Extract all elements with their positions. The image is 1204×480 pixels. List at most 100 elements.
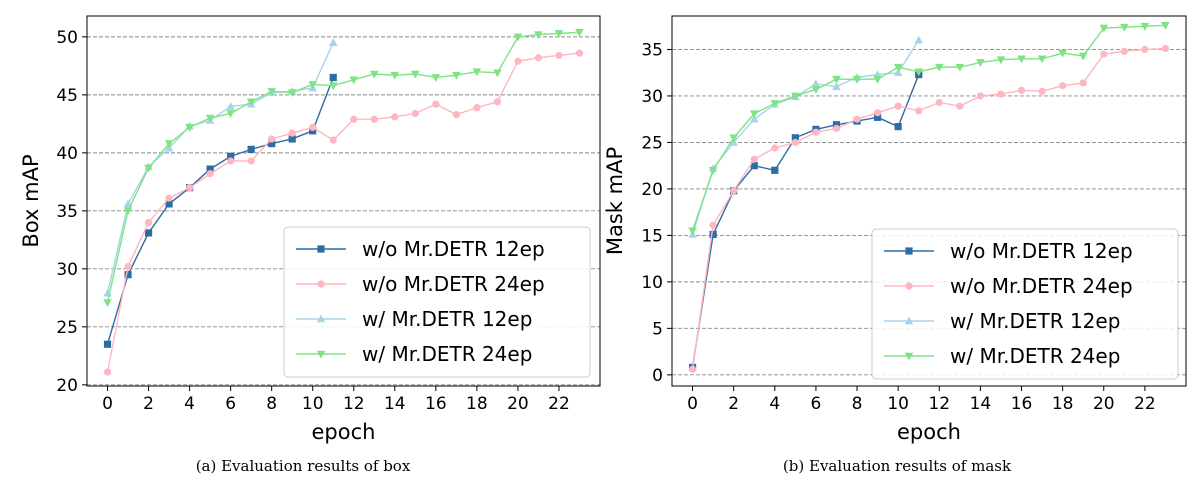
x-axis-label: epoch	[312, 420, 376, 444]
series-line	[691, 39, 920, 235]
data-point	[288, 135, 296, 143]
data-point	[1161, 21, 1170, 30]
series-line	[106, 31, 580, 303]
x-tick-label: 20	[507, 394, 529, 414]
x-tick-label: 2	[143, 394, 154, 414]
y-tick-label: 35	[641, 40, 663, 60]
data-point	[452, 71, 461, 80]
y-tick-label: 30	[56, 260, 78, 280]
data-point	[832, 75, 841, 84]
data-point	[268, 139, 276, 148]
y-tick-label: 5	[652, 319, 663, 339]
data-point	[287, 89, 297, 98]
x-tick-label: 22	[548, 394, 570, 414]
data-point	[709, 230, 717, 239]
data-point	[708, 167, 718, 175]
x-tick-label: 6	[811, 394, 822, 414]
data-point	[749, 110, 759, 119]
data-point	[411, 109, 419, 118]
data-point	[688, 365, 697, 373]
data-point	[513, 33, 523, 42]
legend-swatch-marker	[317, 280, 325, 288]
data-point	[1017, 55, 1026, 64]
x-tick-label: 10	[887, 394, 909, 414]
legend-label: w/o Mr.DETR 12ep	[362, 237, 545, 261]
data-point	[473, 104, 481, 112]
legend-box	[871, 228, 1179, 380]
caption-mask: (b) Evaluation results of mask	[783, 457, 1012, 475]
legend-box	[283, 226, 591, 378]
series-3	[688, 21, 1170, 236]
y-tick-label: 25	[641, 133, 663, 153]
data-point	[893, 68, 903, 77]
plot-frame	[671, 15, 1187, 387]
data-point	[227, 152, 235, 160]
data-point	[288, 129, 296, 137]
data-point	[812, 128, 820, 136]
mask-map-chart: 0 5 10 15 20 25 30 35 0 2 4 6 8 10 12 14 16 18 20 22 epoch Ma…	[603, 15, 1187, 444]
x-axis-label: epoch	[897, 420, 961, 444]
x-tick-label: 14	[970, 394, 992, 414]
x-tick-label: 0	[102, 394, 113, 414]
data-point	[934, 63, 944, 72]
data-point	[832, 82, 841, 90]
data-point	[976, 59, 985, 67]
legend-swatch-marker	[317, 245, 325, 253]
series-1	[688, 44, 1170, 373]
data-point	[709, 221, 717, 229]
y-tick-label: 35	[56, 202, 78, 222]
data-point	[103, 368, 112, 376]
data-point	[791, 138, 799, 147]
data-point	[350, 115, 358, 123]
legend-swatch-marker	[905, 282, 913, 290]
x-tick-label: 16	[425, 394, 447, 414]
data-point	[554, 30, 564, 38]
data-point	[329, 73, 337, 82]
legend-swatch-marker	[905, 247, 913, 255]
data-point	[894, 102, 902, 110]
data-point	[1140, 22, 1150, 31]
data-point	[534, 54, 543, 62]
y-tick-label: 20	[641, 180, 663, 200]
y-tick-label: 10	[641, 273, 663, 293]
data-point	[226, 110, 235, 118]
y-tick-label: 15	[641, 226, 663, 246]
data-point	[514, 57, 522, 65]
x-tick-label: 4	[769, 394, 780, 414]
data-point	[791, 134, 799, 142]
x-tick-label: 20	[1093, 394, 1115, 414]
data-point	[730, 187, 738, 195]
data-point	[914, 68, 924, 77]
data-point	[729, 134, 738, 143]
series-line	[106, 52, 580, 373]
data-point	[750, 155, 758, 163]
data-point	[770, 100, 780, 108]
data-point	[1059, 82, 1067, 90]
data-point	[575, 49, 584, 57]
data-point	[1079, 79, 1087, 87]
data-point	[874, 109, 882, 117]
data-point	[227, 157, 235, 165]
x-tick-label: 12	[343, 394, 365, 414]
x-tick-label: 8	[852, 394, 863, 414]
data-point	[874, 113, 882, 121]
data-point	[247, 157, 255, 165]
data-point	[431, 74, 441, 82]
x-tick-label: 22	[1134, 394, 1156, 414]
data-point	[165, 194, 173, 202]
y-tick-label: 45	[56, 86, 78, 106]
data-point	[328, 38, 338, 46]
x-tick-label: 8	[266, 394, 277, 414]
legend-label: w/o Mr.DETR 12ep	[950, 239, 1133, 263]
data-point	[976, 92, 985, 100]
x-tick-label: 2	[728, 394, 739, 414]
data-point	[164, 140, 174, 149]
legend-swatch-marker	[904, 316, 914, 325]
data-point	[1141, 45, 1149, 54]
data-point	[268, 135, 276, 143]
data-point	[811, 86, 821, 94]
legend-label: w/ Mr.DETR 24ep	[950, 344, 1120, 368]
data-point	[956, 102, 964, 110]
data-point	[1038, 87, 1046, 95]
